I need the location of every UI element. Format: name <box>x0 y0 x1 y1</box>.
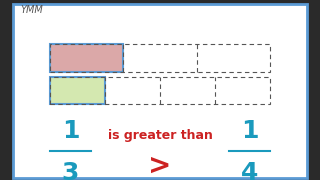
Text: 3: 3 <box>62 161 79 180</box>
Bar <box>50 44 270 72</box>
Text: YMM: YMM <box>20 5 44 15</box>
Text: is greater than: is greater than <box>108 129 212 141</box>
Text: >: > <box>148 152 172 180</box>
Bar <box>50 44 123 72</box>
Bar <box>50 76 105 104</box>
Text: 1: 1 <box>241 119 258 143</box>
Text: 4: 4 <box>241 161 258 180</box>
Text: 1: 1 <box>62 119 79 143</box>
Bar <box>50 76 270 104</box>
FancyBboxPatch shape <box>13 4 307 178</box>
